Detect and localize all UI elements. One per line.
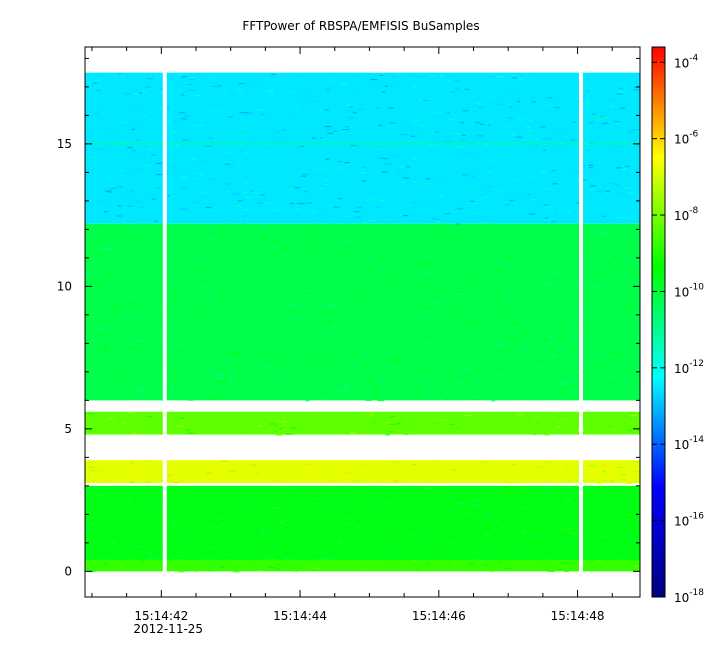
spectrogram-band [85,460,640,484]
data-gap [162,72,167,572]
spectrogram-band [85,223,640,401]
spectrogram-band [85,485,640,560]
colorbar-tick-label: 10-10 [674,282,704,299]
x-date-label: 2012-11-25 [133,622,203,636]
y-axis: 0 5 10 15 [57,57,640,578]
plot-area [84,46,641,598]
x-tick-label: 15:14:46 [412,609,466,623]
colorbar-tick-label: 10-6 [674,130,699,147]
y-tick-label: 5 [64,422,72,436]
colorbar-tick-label: 10-12 [674,359,704,376]
x-tick-label: 15:14:48 [551,609,605,623]
colorbar-tick-label: 10-16 [674,512,704,529]
colorbar-tick-label: 10-18 [674,588,704,605]
colorbar-tick-label: 10-14 [674,435,704,452]
spectrogram-band [85,559,640,572]
data-gap [579,72,584,572]
y-tick-label: 15 [57,137,72,151]
colorbar-tick-label: 10-4 [674,53,699,70]
spectrogram-band [85,72,640,224]
y-tick-label: 0 [64,564,72,578]
y-tick-label: 10 [57,279,72,293]
colorbar: 10-4 10-6 10-8 10-10 10-12 10-14 10-16 10-18 [651,46,704,605]
x-tick-label: 15:14:42 [134,609,188,623]
colorbar-tick-label: 10-8 [674,206,699,223]
spectrogram-band [85,411,640,435]
plot-frame [84,46,641,598]
chart-title: FFTPower of RBSPA/EMFISIS BuSamples [242,19,479,33]
x-tick-label: 15:14:44 [273,609,327,623]
colorbar-gradient [651,46,666,598]
